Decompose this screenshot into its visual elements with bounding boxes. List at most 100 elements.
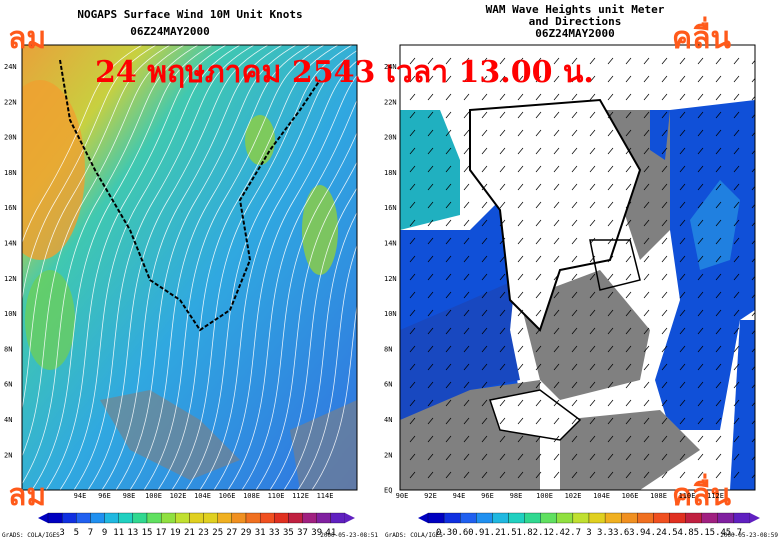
lon-label: 96E [98, 492, 111, 500]
wave-arrow [697, 327, 704, 335]
wave-arrow [625, 471, 632, 479]
wave-arrow [499, 183, 506, 191]
wave-arrow [715, 453, 722, 461]
streamline [129, 45, 311, 490]
streamline [199, 60, 357, 490]
lat-label: 18N [4, 169, 17, 177]
wave-arrow [715, 399, 722, 407]
wave-arrow [481, 453, 488, 461]
wave-arrow [607, 363, 614, 371]
lon-label: 98E [510, 492, 523, 500]
wind-map [22, 45, 357, 490]
wave-arrow [517, 471, 524, 479]
wave-arrow [535, 255, 542, 263]
colorbar-cell [669, 512, 686, 524]
wave-arrow [733, 75, 740, 83]
wave-arrow [733, 111, 740, 119]
wave-arrow [589, 471, 596, 479]
wave-arrow [427, 435, 434, 443]
wave-arrow [643, 219, 650, 227]
colorbar-label: 2.1 [533, 528, 549, 538]
wave-arrow [427, 417, 434, 425]
colorbar-label: 3.9 [629, 528, 645, 538]
colorbar-label: 3.3 [597, 528, 613, 538]
wave-arrow [409, 111, 416, 119]
wave-arrow [679, 183, 686, 191]
colorbar-cell [217, 512, 233, 524]
wave-arrow [409, 345, 416, 353]
wave-arrow [427, 165, 434, 173]
colorbar-cell [47, 512, 63, 524]
wave-arrow [715, 237, 722, 245]
wave-arrow [643, 327, 650, 335]
wave-arrow [535, 453, 542, 461]
colorbar-cell [508, 512, 525, 524]
colorbar-label: 15 [142, 528, 153, 538]
wave-arrow [715, 147, 722, 155]
wave-arrow [517, 435, 524, 443]
wave-arrow [553, 57, 560, 65]
wave-arrow [607, 291, 614, 299]
wave-arrow [589, 327, 596, 335]
colorbar-label: 1.5 [500, 528, 516, 538]
wave-arrow [733, 291, 740, 299]
colorbar-cell [701, 512, 718, 524]
wave-arrow [625, 399, 632, 407]
wave-arrow [517, 309, 524, 317]
wave-arrow [661, 111, 668, 119]
wave-arrow [643, 111, 650, 119]
wave-arrow [697, 363, 704, 371]
wave-arrow [697, 75, 704, 83]
wave-arrow [589, 453, 596, 461]
wave-arrow [697, 309, 704, 317]
wave-arrow [679, 93, 686, 101]
wave-arrow [697, 255, 704, 263]
wave-arrow [697, 129, 704, 137]
wave-arrow [517, 273, 524, 281]
lat-label: 20N [4, 134, 17, 142]
colorbar-label: 2.4 [549, 528, 565, 538]
wave-arrow [481, 219, 488, 227]
wave-arrow [733, 255, 740, 263]
wave-arrow [589, 75, 596, 83]
wave-arrow [427, 183, 434, 191]
wave-arrow [517, 111, 524, 119]
streamline [213, 74, 357, 490]
colorbar-cell [189, 512, 204, 524]
wave-arrow [553, 93, 560, 101]
wave-arrow [553, 273, 560, 281]
colorbar-label: 13 [127, 528, 138, 538]
wave-arrow [535, 273, 542, 281]
wave-arrow [517, 93, 524, 101]
wave-arrow [481, 399, 488, 407]
colorbar-label: 0.9 [468, 528, 484, 538]
wave-arrow [445, 291, 452, 299]
wave-arrow [661, 129, 668, 137]
wave-arrow [679, 237, 686, 245]
lat-label: 2N [4, 451, 12, 459]
lat-label: 18N [384, 169, 397, 177]
wave-arrow [625, 417, 632, 425]
wave-arrow [589, 147, 596, 155]
wave-arrow [607, 453, 614, 461]
wave-arrow [733, 147, 740, 155]
wave-arrow [481, 327, 488, 335]
lon-label: 114E [317, 492, 334, 500]
wave-arrow [499, 237, 506, 245]
wave-arrow [571, 75, 578, 83]
wave-arrow [643, 381, 650, 389]
lon-label: 108E [243, 492, 260, 500]
streamline [22, 45, 157, 303]
colorbar-label: 5 [74, 528, 79, 538]
wave-arrow [715, 435, 722, 443]
lon-label: 112E [707, 492, 724, 500]
streamline [241, 131, 357, 490]
wave-arrow [553, 147, 560, 155]
left-title: NOGAPS Surface Wind 10M Unit Knots [77, 8, 302, 21]
wave-arrow [607, 273, 614, 281]
wave-arrow [607, 399, 614, 407]
colorbar-label: 9 [102, 528, 107, 538]
colorbar-cell [160, 512, 176, 524]
wave-arrow [607, 435, 614, 443]
footer-left: GrADS: COLA/IGES [385, 532, 443, 539]
